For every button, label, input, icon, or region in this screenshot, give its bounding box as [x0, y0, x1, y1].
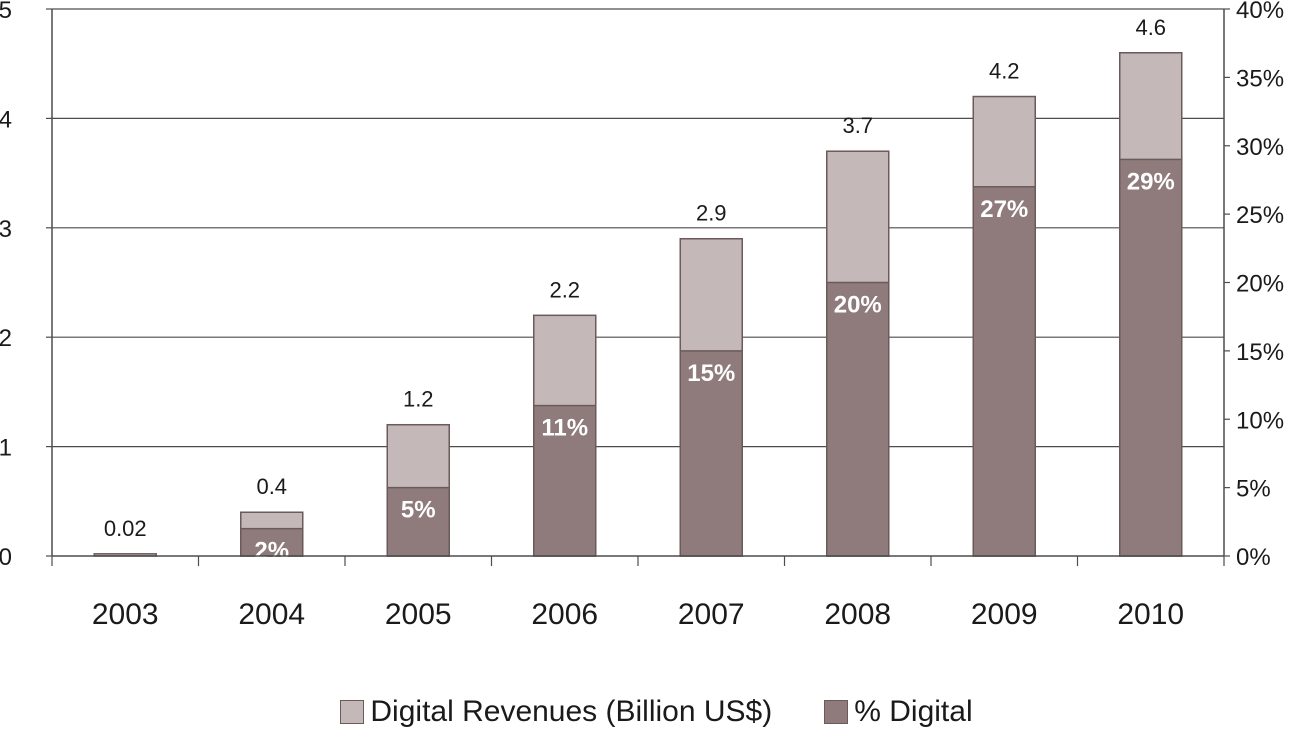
- y-right-tick-label: 25%: [1236, 202, 1284, 229]
- axes: [46, 8, 1230, 566]
- data-label-percent-digital: 5%: [401, 497, 436, 524]
- bar-percent-digital: [679, 350, 743, 557]
- data-label-percent-digital: 29%: [1127, 168, 1175, 195]
- x-tick-label: 2005: [385, 598, 452, 631]
- bar-percent-digital: [1119, 158, 1183, 557]
- gridlines: [52, 8, 1224, 448]
- y-left-tick-labels: 0 1 2 3 4 5: [0, 0, 12, 571]
- data-label-digital-revenues: 4.2: [989, 59, 1020, 84]
- data-label-percent-digital: 2%: [254, 538, 289, 565]
- legend-label-percent-digital: % Digital: [854, 695, 973, 728]
- legend-label-digital-revenues: Digital Revenues (Billion US$): [370, 695, 773, 728]
- x-tick-label: 2009: [971, 598, 1038, 631]
- y-right-tick-labels: 0% 5% 10% 15% 20% 25% 30% 35% 40%: [1236, 0, 1284, 571]
- x-tick-label: 2003: [92, 598, 159, 631]
- legend-item-percent-digital: % Digital: [824, 695, 973, 729]
- data-label-digital-revenues: 2.9: [696, 201, 727, 226]
- bar-percent-digital: [533, 404, 597, 557]
- legend: Digital Revenues (Billion US$) % Digital: [0, 690, 1313, 734]
- y-right-tick-label: 40%: [1236, 0, 1284, 24]
- y-right-tick-label: 35%: [1236, 65, 1284, 92]
- legend-item-digital-revenues: Digital Revenues (Billion US$): [340, 695, 772, 729]
- bar-percent-digital: [240, 527, 304, 557]
- x-tick-label: 2010: [1117, 598, 1184, 631]
- data-label-digital-revenues: 1.2: [403, 387, 434, 412]
- y-right-tick-label: 10%: [1236, 407, 1284, 434]
- data-label-digital-revenues: 0.02: [104, 516, 147, 541]
- y-right-tick-label: 15%: [1236, 339, 1284, 366]
- y-left-tick-label: 3: [0, 216, 12, 243]
- bar-percent-digital: [386, 486, 450, 557]
- data-label-percent-digital: 11%: [541, 415, 588, 442]
- y-left-tick-label: 1: [0, 435, 12, 462]
- data-label-percent-digital: 15%: [687, 360, 735, 387]
- y-right-tick-label: 20%: [1236, 271, 1284, 298]
- y-left-tick-label: 2: [0, 325, 12, 352]
- bar-percent-digital: [826, 281, 890, 557]
- x-tick-label: 2006: [531, 598, 598, 631]
- y-left-tick-label: 0: [0, 544, 12, 571]
- y-left-tick-label: 5: [0, 0, 12, 24]
- x-tick-label: 2008: [824, 598, 891, 631]
- data-label-digital-revenues: 2.2: [549, 277, 580, 302]
- legend-swatch-percent-digital: [824, 700, 849, 724]
- y-right-tick-label: 5%: [1236, 476, 1271, 503]
- data-label-digital-revenues: 4.6: [1135, 15, 1166, 40]
- data-label-digital-revenues: 0.4: [256, 474, 287, 499]
- x-tick-label: 2004: [238, 598, 305, 631]
- bar-percent-digital: [972, 186, 1036, 557]
- y-left-tick-label: 4: [0, 106, 12, 133]
- y-right-tick-label: 0%: [1236, 544, 1271, 571]
- data-label-digital-revenues: 3.7: [842, 113, 873, 138]
- data-label-percent-digital: 20%: [834, 292, 882, 319]
- bars: [93, 52, 1183, 557]
- y-right-tick-label: 30%: [1236, 134, 1284, 161]
- legend-swatch-digital-revenues: [340, 700, 365, 724]
- data-label-percent-digital: 27%: [980, 196, 1028, 223]
- x-tick-label: 2007: [678, 598, 745, 631]
- x-tick-labels: 2003 2004 2005 2006 2007 2008 2009 2010: [92, 598, 1184, 631]
- data-labels: 0.02 2% 0.4 5% 1.2 11% 2.2 15% 2.9 20% 3.7 27% 4.2 29…: [104, 15, 1175, 565]
